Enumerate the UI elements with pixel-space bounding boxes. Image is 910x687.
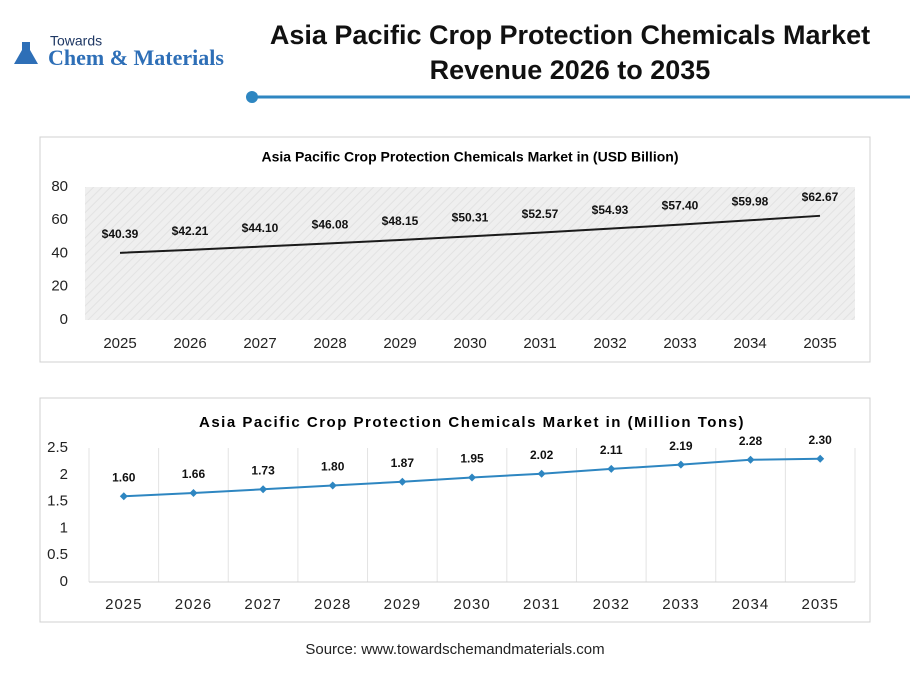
logo: Towards Chem & Materials [14, 33, 224, 70]
x-tick-label: 2025 [105, 596, 142, 613]
marker [537, 469, 546, 478]
x-tick-label: 2034 [733, 335, 766, 352]
y-tick-label: 0.5 [47, 546, 68, 563]
value-label: 2.28 [739, 434, 763, 448]
marker [259, 485, 268, 494]
source: Source: www.towardschemandmaterials.com [305, 641, 604, 658]
chart-title: Asia Pacific Crop Protection Chemicals M… [199, 414, 745, 431]
value-label: 2.19 [669, 439, 693, 453]
x-tick-label: 2026 [173, 335, 206, 352]
value-label: $40.39 [102, 227, 139, 241]
chart-title: Asia Pacific Crop Protection Chemicals M… [262, 149, 679, 165]
y-tick-label: 1 [60, 519, 68, 536]
value-label: $48.15 [382, 214, 419, 228]
marker [676, 460, 685, 469]
x-tick-label: 2035 [803, 335, 836, 352]
marker [328, 481, 337, 490]
value-label: 1.73 [251, 463, 275, 477]
marker [468, 473, 476, 482]
x-tick-label: 2026 [175, 596, 212, 613]
value-label: 1.66 [182, 467, 206, 481]
value-label: 1.87 [391, 456, 415, 470]
x-tick-label: 2035 [801, 596, 838, 613]
value-label: $42.21 [172, 224, 209, 238]
marker [398, 477, 407, 486]
x-tick-label: 2030 [453, 335, 486, 352]
y-tick-label: 0 [60, 311, 68, 328]
logo-top: Towards [50, 33, 102, 49]
divider-dot [246, 91, 258, 103]
x-tick-label: 2027 [244, 596, 281, 613]
marker [607, 464, 616, 473]
x-tick-label: 2032 [593, 335, 626, 352]
x-tick-label: 2031 [523, 596, 560, 613]
logo-icon [14, 42, 38, 64]
value-label: $44.10 [242, 221, 279, 235]
value-label: $57.40 [662, 199, 699, 213]
marker [189, 489, 198, 498]
chart-frame [39, 397, 871, 623]
value-label: $50.31 [452, 211, 489, 225]
x-tick-label: 2034 [732, 596, 769, 613]
value-label: 2.02 [530, 448, 554, 462]
value-label: 1.80 [321, 460, 345, 474]
logo-main: Chem & Materials [48, 45, 224, 70]
title: Revenue 2026 to 2035 [430, 55, 711, 85]
y-tick-label: 40 [51, 244, 68, 261]
marker [119, 492, 128, 501]
y-tick-label: 60 [51, 211, 68, 228]
value-label: $62.67 [802, 190, 839, 204]
x-tick-label: 2031 [523, 335, 556, 352]
value-label: $52.57 [522, 207, 559, 221]
value-label: $46.08 [312, 218, 349, 232]
x-tick-label: 2028 [314, 596, 351, 613]
y-tick-label: 2 [60, 466, 68, 483]
x-tick-label: 2027 [243, 335, 276, 352]
value-label: 1.60 [112, 470, 136, 484]
value-label: 2.11 [600, 443, 623, 457]
y-tick-label: 2.5 [47, 439, 68, 456]
x-tick-label: 2029 [384, 596, 421, 613]
x-tick-label: 2033 [663, 335, 696, 352]
y-tick-label: 20 [51, 278, 68, 295]
value-label: 2.30 [809, 433, 833, 447]
line [119, 214, 821, 254]
plot-area [85, 187, 855, 320]
x-tick-label: 2025 [103, 335, 136, 352]
value-label: 1.95 [460, 452, 484, 466]
x-tick-label: 2032 [593, 596, 630, 613]
value-label: $59.98 [732, 194, 769, 208]
value-label: $54.93 [592, 203, 629, 217]
x-tick-label: 2033 [662, 596, 699, 613]
marker [816, 454, 825, 463]
y-tick-label: 1.5 [47, 493, 68, 510]
marker [746, 455, 755, 464]
x-tick-label: 2029 [383, 335, 416, 352]
x-tick-label: 2028 [313, 335, 346, 352]
y-tick-label: 80 [51, 178, 68, 195]
title: Asia Pacific Crop Protection Chemicals M… [270, 20, 870, 50]
x-tick-label: 2030 [453, 596, 490, 613]
y-tick-label: 0 [60, 573, 68, 590]
